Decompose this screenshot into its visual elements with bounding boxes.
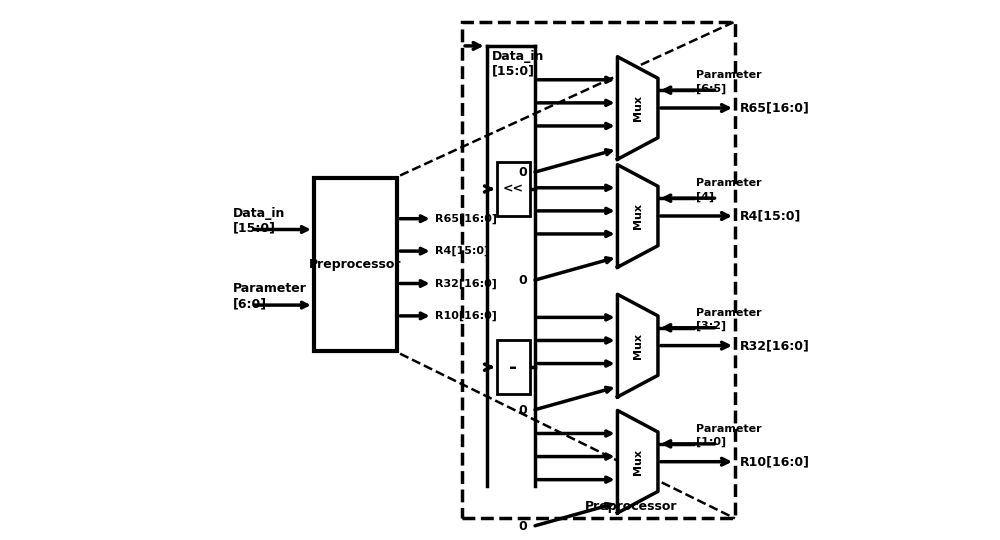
Text: [15:0]: [15:0] — [233, 221, 276, 234]
Text: R65[16:0]: R65[16:0] — [740, 102, 810, 114]
Text: 0: 0 — [519, 166, 528, 179]
Text: [6:0]: [6:0] — [233, 297, 267, 310]
Text: R32[16:0]: R32[16:0] — [740, 339, 810, 352]
Text: R4[15:0]: R4[15:0] — [740, 210, 802, 222]
Text: Mux: Mux — [633, 333, 643, 359]
FancyBboxPatch shape — [497, 162, 530, 216]
Text: Parameter: Parameter — [696, 178, 761, 188]
Polygon shape — [617, 294, 658, 397]
Text: 0: 0 — [519, 274, 528, 287]
Text: Mux: Mux — [633, 95, 643, 121]
Text: R65[16:0]: R65[16:0] — [435, 213, 497, 224]
Polygon shape — [617, 57, 658, 159]
FancyBboxPatch shape — [497, 340, 530, 394]
Text: Mux: Mux — [633, 449, 643, 475]
Text: [1:0]: [1:0] — [696, 437, 726, 448]
Text: R32[16:0]: R32[16:0] — [435, 278, 497, 289]
Text: R10[16:0]: R10[16:0] — [740, 455, 810, 468]
Text: Preprocessor: Preprocessor — [309, 258, 402, 271]
FancyBboxPatch shape — [314, 178, 397, 351]
Text: R4[15:0]: R4[15:0] — [435, 246, 489, 256]
Text: Preprocessor: Preprocessor — [585, 500, 678, 513]
Text: Data_in: Data_in — [233, 207, 285, 220]
Text: R10[16:0]: R10[16:0] — [435, 310, 497, 321]
FancyBboxPatch shape — [462, 22, 735, 518]
Text: [3:2]: [3:2] — [696, 321, 726, 332]
Text: Mux: Mux — [633, 203, 643, 229]
Polygon shape — [617, 165, 658, 267]
Polygon shape — [617, 410, 658, 513]
Text: Parameter: Parameter — [233, 282, 307, 295]
Text: Data_in: Data_in — [492, 50, 544, 63]
Text: Parameter: Parameter — [696, 424, 761, 434]
Text: Parameter: Parameter — [696, 70, 761, 80]
Text: Parameter: Parameter — [696, 308, 761, 318]
Text: -: - — [510, 357, 518, 377]
Text: <<: << — [503, 183, 524, 195]
Text: 0: 0 — [519, 404, 528, 417]
Text: [6:5]: [6:5] — [696, 83, 726, 94]
Text: 0: 0 — [519, 520, 528, 533]
Text: [15:0]: [15:0] — [492, 65, 535, 78]
Text: [4]: [4] — [696, 191, 714, 202]
